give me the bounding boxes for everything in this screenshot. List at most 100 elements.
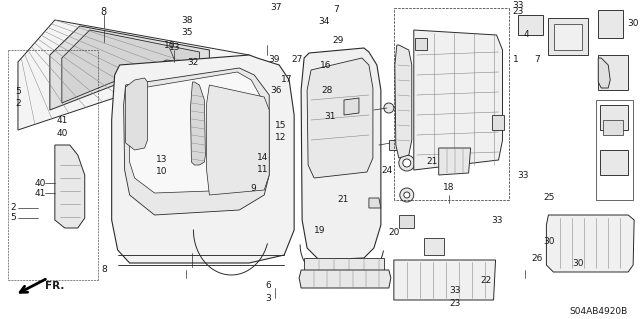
Polygon shape <box>304 258 384 272</box>
Circle shape <box>370 215 380 225</box>
Polygon shape <box>124 68 269 215</box>
Text: 32: 32 <box>187 58 198 67</box>
Text: 17: 17 <box>281 75 292 84</box>
Text: 10: 10 <box>156 167 167 176</box>
Circle shape <box>470 112 486 128</box>
Text: 2: 2 <box>10 204 16 212</box>
Text: 33: 33 <box>518 171 529 180</box>
Polygon shape <box>389 140 397 150</box>
Text: 18: 18 <box>443 183 454 192</box>
Polygon shape <box>299 270 391 288</box>
Text: 40: 40 <box>34 179 45 188</box>
Polygon shape <box>55 145 84 228</box>
Text: 22: 22 <box>481 276 492 285</box>
Text: 41: 41 <box>56 116 68 125</box>
Text: 8: 8 <box>100 7 107 17</box>
Text: 34: 34 <box>319 17 330 26</box>
Text: 31: 31 <box>324 112 335 121</box>
Circle shape <box>65 157 71 163</box>
Text: 14: 14 <box>257 153 269 162</box>
Polygon shape <box>414 30 502 170</box>
Text: 20: 20 <box>388 228 399 237</box>
Polygon shape <box>206 85 269 195</box>
Polygon shape <box>598 10 623 38</box>
Text: 21: 21 <box>337 195 348 204</box>
Text: 26: 26 <box>531 254 542 263</box>
Text: 30: 30 <box>627 19 639 27</box>
Circle shape <box>400 188 414 202</box>
Polygon shape <box>518 15 543 35</box>
Text: 12: 12 <box>275 133 287 142</box>
Text: 4: 4 <box>524 30 529 39</box>
Circle shape <box>65 217 71 223</box>
Polygon shape <box>399 215 414 228</box>
Polygon shape <box>604 120 623 135</box>
Text: 30: 30 <box>543 237 554 246</box>
Text: 16: 16 <box>320 61 331 70</box>
Polygon shape <box>600 105 628 130</box>
Text: FR.: FR. <box>45 281 65 291</box>
Polygon shape <box>548 18 588 55</box>
Text: 15: 15 <box>275 121 287 130</box>
Text: 33: 33 <box>492 216 503 225</box>
Text: 3: 3 <box>265 294 271 303</box>
Text: 5: 5 <box>15 87 20 96</box>
Polygon shape <box>547 215 634 272</box>
Polygon shape <box>598 55 628 90</box>
Text: 1: 1 <box>513 55 518 63</box>
Text: 13: 13 <box>156 155 167 164</box>
Text: 37: 37 <box>270 3 282 11</box>
Polygon shape <box>344 98 359 115</box>
Text: 30: 30 <box>572 259 584 268</box>
Circle shape <box>399 155 415 171</box>
Text: 27: 27 <box>292 56 303 64</box>
Circle shape <box>436 83 461 107</box>
Circle shape <box>609 157 619 167</box>
Text: 29: 29 <box>333 36 344 45</box>
Text: 7: 7 <box>534 55 540 63</box>
Text: 13: 13 <box>169 42 180 51</box>
Polygon shape <box>18 20 249 130</box>
Text: 23: 23 <box>513 8 524 17</box>
Polygon shape <box>394 260 495 300</box>
Text: 36: 36 <box>270 86 282 95</box>
Text: 21: 21 <box>426 157 438 166</box>
Polygon shape <box>301 48 381 260</box>
Text: 35: 35 <box>181 28 193 37</box>
Polygon shape <box>424 238 444 255</box>
Text: 7: 7 <box>333 5 339 14</box>
Text: 25: 25 <box>543 193 554 202</box>
Text: 2: 2 <box>15 99 20 108</box>
Polygon shape <box>129 72 261 193</box>
Circle shape <box>604 18 617 32</box>
Polygon shape <box>438 148 470 175</box>
Text: 39: 39 <box>269 56 280 64</box>
Circle shape <box>384 103 394 113</box>
Text: 23: 23 <box>449 299 461 308</box>
Circle shape <box>403 159 411 167</box>
Text: 28: 28 <box>322 86 333 95</box>
Text: 33: 33 <box>513 2 524 11</box>
Text: 40: 40 <box>56 129 68 138</box>
Polygon shape <box>554 24 582 50</box>
Text: 6: 6 <box>265 281 271 290</box>
Text: S04AB4920B: S04AB4920B <box>569 308 627 316</box>
Text: 38: 38 <box>181 16 193 25</box>
Text: 5: 5 <box>10 213 16 222</box>
Polygon shape <box>111 55 294 263</box>
Text: 9: 9 <box>250 184 256 193</box>
Polygon shape <box>125 78 148 150</box>
Polygon shape <box>492 115 504 130</box>
Polygon shape <box>369 198 381 208</box>
Text: 41: 41 <box>34 189 45 197</box>
Text: 24: 24 <box>381 166 393 175</box>
Circle shape <box>602 111 614 123</box>
Polygon shape <box>415 38 427 50</box>
Circle shape <box>404 192 410 198</box>
Polygon shape <box>62 30 200 103</box>
Polygon shape <box>598 58 610 88</box>
Polygon shape <box>395 45 412 158</box>
Text: 10: 10 <box>164 41 175 49</box>
Polygon shape <box>191 82 205 165</box>
Text: 33: 33 <box>449 286 461 295</box>
